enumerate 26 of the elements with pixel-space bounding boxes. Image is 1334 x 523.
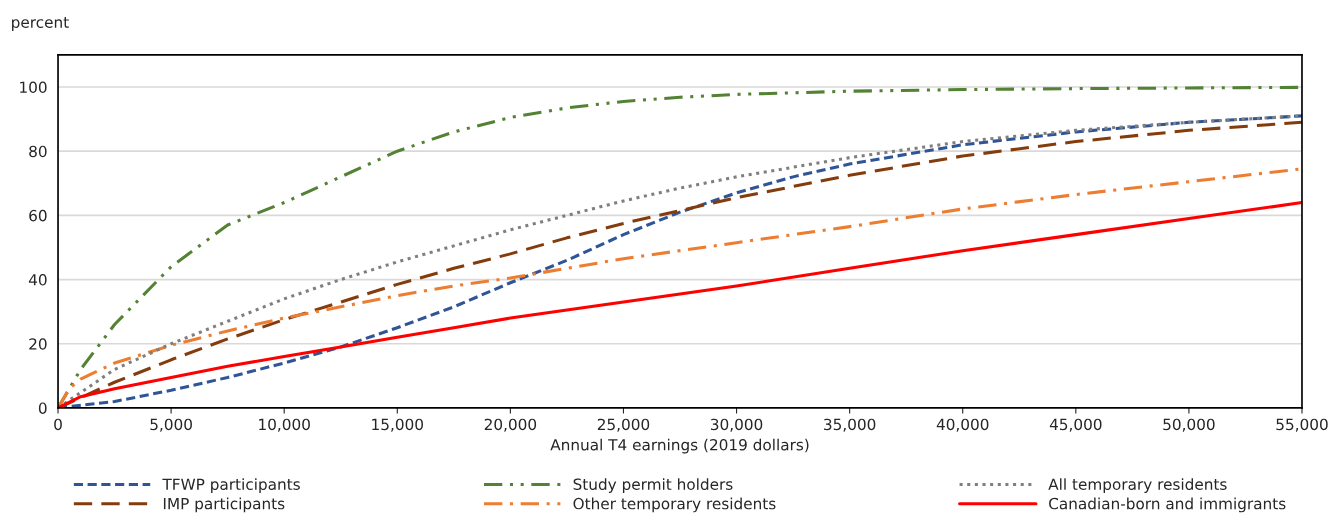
x-tick-label: 50,000 — [1163, 418, 1215, 432]
x-tick-label: 30,000 — [710, 418, 763, 432]
x-tick-label: 15,000 — [372, 418, 423, 432]
y-tick-label: 0 — [38, 402, 47, 414]
x-tick-label: 0 — [54, 418, 62, 431]
x-axis-title: Annual T4 earnings (2019 dollars) — [550, 438, 809, 454]
x-tick-label: 25,000 — [597, 418, 650, 432]
legend-label: Canadian-born and immigrants — [1049, 497, 1286, 513]
x-tick-label: 35,000 — [824, 418, 876, 432]
x-tick-label: 10,000 — [259, 418, 310, 432]
legend-label: All temporary residents — [1048, 478, 1227, 493]
legend-label: IMP participants — [163, 497, 285, 513]
x-tick-label: 45,000 — [1049, 418, 1102, 432]
y-axis-title: percent — [12, 17, 69, 31]
y-tick-label: 40 — [28, 274, 47, 286]
x-tick-label: 55,000 — [1276, 418, 1328, 432]
y-tick-label: 20 — [29, 338, 47, 350]
x-tick-label: 40,000 — [936, 418, 989, 432]
y-tick-label: 100 — [20, 81, 47, 94]
legend-label: Other temporary residents — [573, 497, 776, 513]
x-tick-label: 20,000 — [484, 418, 537, 432]
legend-label: TFWP participants — [162, 478, 300, 493]
x-tick-label: 5,000 — [150, 418, 192, 432]
y-tick-label: 80 — [29, 145, 47, 158]
y-tick-label: 60 — [29, 209, 47, 222]
legend-label: Study permit holders — [573, 478, 733, 493]
